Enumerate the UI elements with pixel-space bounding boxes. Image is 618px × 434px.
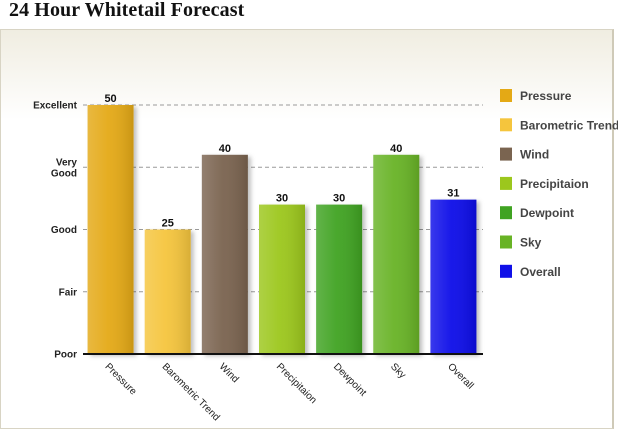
y-tick-label-excellent: Excellent xyxy=(33,101,78,112)
x-tick-label-dewpoint: Dewpoint xyxy=(331,361,368,398)
legend-label: Overall xyxy=(520,265,561,279)
bar-sheen xyxy=(201,154,248,354)
data-label-dewpoint: 30 xyxy=(333,193,345,205)
bar-sheen xyxy=(87,105,134,354)
bar-sheen xyxy=(430,199,477,354)
legend-swatch xyxy=(500,176,512,190)
x-tick-label-pressure: Pressure xyxy=(102,361,138,397)
legend-swatch xyxy=(500,206,512,220)
bars-layer: 50 25 40 30 30 40 31 xyxy=(87,93,477,354)
bar-group-pressure: 50 xyxy=(87,93,134,354)
bar-group-barometric-trend: 25 xyxy=(144,218,191,354)
data-label-overall: 31 xyxy=(447,188,459,200)
legend-swatch xyxy=(500,89,512,102)
legend-item-sky: Sky xyxy=(500,235,542,250)
y-tick-label-poor: Poor xyxy=(54,350,77,361)
legend-label: Sky xyxy=(520,236,542,250)
data-label-sky: 40 xyxy=(390,143,402,155)
bar-sheen xyxy=(144,229,191,354)
bar-sheen xyxy=(373,154,420,354)
legend-label: Dewpoint xyxy=(520,206,574,220)
legend-swatch xyxy=(500,264,512,278)
y-tick-label-fair: Fair xyxy=(59,287,77,298)
legend-label: Barometric Trend xyxy=(520,118,618,132)
legend-label: Wind xyxy=(520,148,549,162)
bar-group-wind: 40 xyxy=(201,143,248,354)
legend-item-wind: Wind xyxy=(500,147,549,162)
legend: Pressure Barometric Trend Wind Precipitaion… xyxy=(500,89,618,279)
x-tick-label-wind: Wind xyxy=(217,361,241,385)
data-label-barometric-trend: 25 xyxy=(162,218,174,230)
bar-group-overall: 31 xyxy=(430,188,477,354)
legend-item-dewpoint: Dewpoint xyxy=(500,206,574,220)
bar-group-dewpoint: 30 xyxy=(316,193,363,354)
legend-swatch xyxy=(500,118,512,132)
bar-group-sky: 40 xyxy=(373,143,420,354)
x-tick-label-barometric-trend: Barometric Trend xyxy=(160,361,222,423)
y-tick-label-very-good: Very Good xyxy=(51,157,78,179)
data-label-wind: 40 xyxy=(219,143,231,155)
legend-item-barometric-trend: Barometric Trend xyxy=(500,118,618,132)
legend-item-pressure: Pressure xyxy=(500,89,572,103)
x-tick-label-overall: Overall xyxy=(445,361,475,391)
y-tick-label-good: Good xyxy=(51,225,77,236)
page-title: 24 Hour Whitetail Forecast xyxy=(9,0,245,21)
bar-sheen xyxy=(316,204,363,354)
bar-sheen xyxy=(259,204,305,354)
legend-label: Precipitaion xyxy=(520,177,589,191)
x-tick-label-precipitaion: Precipitaion xyxy=(274,361,319,406)
legend-item-precipitaion: Precipitaion xyxy=(500,176,589,191)
legend-swatch xyxy=(500,235,512,249)
x-tick-label-sky: Sky xyxy=(388,361,408,381)
legend-item-overall: Overall xyxy=(500,264,561,279)
data-label-precipitaion: 30 xyxy=(276,193,288,205)
legend-label: Pressure xyxy=(520,89,572,103)
data-label-pressure: 50 xyxy=(104,93,116,105)
legend-swatch xyxy=(500,147,512,161)
bar-group-precipitaion: 30 xyxy=(259,193,305,354)
